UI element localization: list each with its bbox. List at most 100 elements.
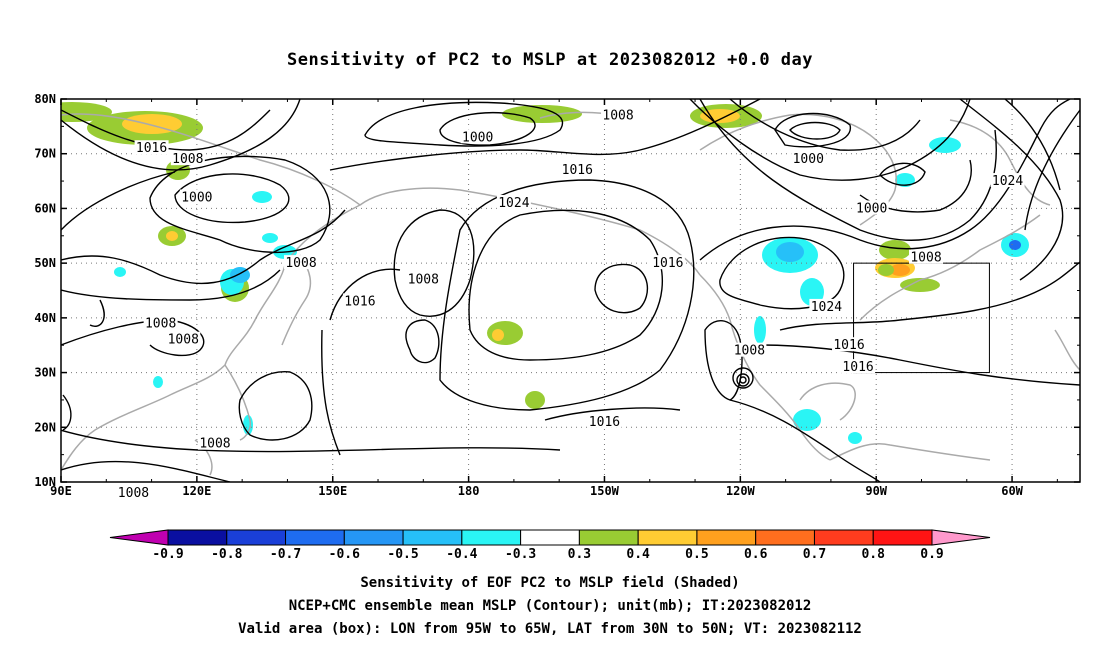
lat-tick-label: 50N: [34, 256, 56, 270]
contour-label-bg: [179, 189, 214, 204]
mslp-contour: [779, 261, 1080, 331]
colorbar-swatch: [520, 529, 580, 546]
mslp-contour: [364, 101, 564, 147]
shaded-region: [166, 231, 178, 241]
colorbar-swatch: [872, 529, 933, 546]
lat-tick-label: 60N: [34, 201, 56, 215]
mslp-contour: [732, 367, 754, 389]
colorbar-swatch: [813, 529, 874, 546]
colorbar-label: 0.3: [568, 547, 591, 562]
mslp-contour: [329, 99, 761, 171]
lat-tick-label: 10N: [34, 475, 56, 489]
lon-tick-label: 180: [458, 484, 480, 498]
contour-label-bg: [587, 413, 622, 428]
contour-label: 1008: [199, 437, 230, 452]
shaded-region: [153, 376, 163, 388]
contour-label-bg: [601, 107, 636, 122]
contour-label-bg: [170, 151, 205, 166]
contour-label: 1016: [833, 338, 864, 353]
contour-label: 1024: [498, 196, 529, 211]
coastlines: [61, 111, 1080, 476]
sensitivity-shading: [61, 102, 1029, 444]
contour-label: 1016: [136, 141, 167, 156]
mslp-contour: [759, 344, 1080, 386]
colorbar-label: 0.7: [803, 547, 826, 562]
colorbar-label: -0.3: [505, 547, 536, 562]
mslp-contour: [729, 399, 881, 482]
shaded-region: [502, 105, 582, 123]
lon-tick-label: 90W: [865, 484, 887, 498]
lon-tick-label: 150W: [590, 484, 620, 498]
coastline: [699, 274, 831, 461]
contour-label-bg: [116, 484, 151, 499]
caption-line-1: Sensitivity of EOF PC2 to MSLP field (Sh…: [360, 575, 740, 591]
mslp-contour: [89, 299, 105, 327]
shaded-region: [754, 316, 766, 344]
mslp-contour: [729, 99, 921, 151]
mslp-contour: [61, 460, 231, 482]
lon-tick-label: 120E: [182, 484, 211, 498]
colorbar-swatch: [343, 529, 404, 546]
mslp-contour: [739, 376, 747, 384]
mslp-contour: [393, 209, 475, 317]
longitude-axis: 90E 120E 150E 180 150W 120W 90W 60W: [50, 99, 1058, 498]
lon-tick-label: 120W: [726, 484, 756, 498]
contour-label: 1000: [856, 201, 887, 216]
contour-label: 1008: [602, 108, 633, 123]
mslp-contour: [439, 111, 536, 146]
mslp-contour: [61, 209, 346, 285]
mslp-contour: [719, 236, 845, 310]
coastline: [1054, 329, 1080, 371]
contour-label-bg: [342, 293, 377, 308]
mslp-contour: [61, 171, 176, 231]
colorbar-max-triangle: [931, 529, 991, 546]
contour-label: 1008: [168, 333, 199, 348]
lat-tick-label: 80N: [34, 92, 56, 106]
lon-tick-label: 150E: [318, 484, 347, 498]
coastline: [359, 187, 701, 276]
lon-tick-label: 90E: [50, 484, 72, 498]
contour-label: 1008: [285, 256, 316, 271]
shaded-region: [895, 173, 915, 187]
mslp-contour: [879, 162, 926, 186]
coastline: [949, 119, 1051, 206]
colorbar-swatch: [167, 529, 228, 546]
contour-label-bg: [460, 129, 495, 144]
mslp-contour: [699, 99, 997, 241]
colorbar-swatch: [285, 529, 345, 546]
mslp-contour: [405, 319, 440, 364]
contour-label: 1016: [589, 415, 620, 430]
mslp-contour: [789, 121, 841, 140]
coastline: [224, 364, 252, 441]
contour-label-bg: [732, 342, 767, 357]
shaded-region: [890, 264, 910, 276]
contour-label-bg: [496, 194, 531, 209]
contour-label-bg: [650, 255, 685, 270]
mslp-contour: [61, 429, 561, 453]
colorbar-label: -0.5: [387, 547, 418, 562]
contour-label: 1016: [562, 163, 593, 178]
shaded-region: [793, 409, 821, 431]
shaded-region: [929, 137, 961, 153]
mslp-contour: [149, 155, 331, 254]
contour-label-bg: [909, 249, 944, 264]
contour-label-bg: [832, 337, 867, 352]
colorbar-label: -0.7: [270, 547, 301, 562]
mslp-contour: [439, 179, 695, 411]
colorbar-label: 0.6: [744, 547, 768, 562]
colorbar-swatch: [461, 529, 522, 546]
mslp-contour: [61, 99, 301, 171]
contour-label: 1000: [793, 152, 824, 167]
latitude-axis: 80N 70N 60N 50N 40N 30N 20N 10N: [34, 92, 1080, 489]
colorbar-swatch: [637, 529, 698, 546]
caption-line-3: Valid area (box): LON from 95W to 65W, L…: [238, 621, 862, 637]
lon-tick-label: 60W: [1001, 484, 1023, 498]
coastline: [699, 113, 897, 226]
coastline: [859, 214, 1041, 321]
coastline: [61, 113, 362, 471]
contour-labels: 1016 1008 1000 1008 1016 1008 1008 1008 1008 1000…: [116, 107, 1025, 501]
contour-label-bg: [809, 298, 844, 313]
contour-label: 1016: [652, 256, 683, 271]
contour-label-bg: [990, 173, 1025, 188]
